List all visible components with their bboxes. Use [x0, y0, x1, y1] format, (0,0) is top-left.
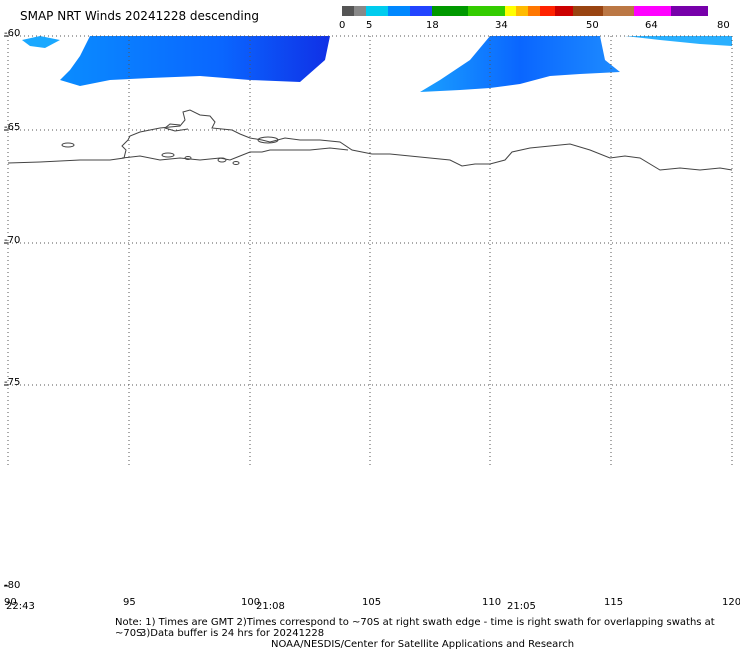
- colorbar-segment: [342, 6, 354, 16]
- lon-label-115: 115: [604, 597, 624, 608]
- lat-label-80: -80: [4, 580, 21, 591]
- lat-label-70: -70: [4, 235, 21, 246]
- colorbar-label: 5: [366, 20, 373, 31]
- lon-label-105: 105: [362, 597, 382, 608]
- colorbar-segment: [388, 6, 410, 16]
- colorbar-segment: [516, 6, 528, 16]
- colorbar-label: 50: [586, 20, 599, 31]
- wind-swath-west: [60, 36, 330, 86]
- wind-speed-colorbar: [342, 6, 730, 16]
- lon-label-110: 110: [482, 597, 502, 608]
- colorbar-segment: [468, 6, 505, 16]
- swath-time-2: 21:05: [507, 601, 536, 612]
- colorbar-segment: [354, 6, 366, 16]
- lat-label-65: -65: [4, 122, 21, 133]
- antarctic-coastline: [7, 109, 733, 171]
- colorbar-segment: [528, 6, 540, 16]
- colorbar-label: 80: [717, 20, 730, 31]
- graticule: [7, 35, 733, 465]
- lon-label-95: 95: [123, 597, 136, 608]
- lat-label-75: -75: [4, 377, 21, 388]
- colorbar-segment: [540, 6, 555, 16]
- colorbar-segment: [555, 6, 573, 16]
- wind-swath-west-small: [22, 36, 60, 48]
- colorbar-segment: [505, 6, 516, 16]
- colorbar-segment: [603, 6, 634, 16]
- colorbar-segment: [366, 6, 388, 16]
- note-line-1: Note: 1) Times are GMT 2)Times correspon…: [115, 617, 715, 639]
- colorbar-segment: [410, 6, 432, 16]
- colorbar-label: 64: [645, 20, 658, 31]
- colorbar-segment: [432, 6, 468, 16]
- note-line-3: NOAA/NESDIS/Center for Satellite Applica…: [271, 639, 575, 650]
- lon-label-120: 120: [722, 597, 740, 608]
- wind-swath-east-edge: [625, 36, 732, 46]
- colorbar-segment: [634, 6, 671, 16]
- wind-swath-east: [420, 36, 620, 92]
- colorbar-label: 34: [495, 20, 508, 31]
- colorbar-label: 18: [426, 20, 439, 31]
- note-line-2: 3)Data buffer is 24 hrs for 20241228: [140, 628, 325, 639]
- colorbar-label: 0: [339, 20, 346, 31]
- colorbar-segment: [671, 6, 708, 16]
- lat-label-60: -60: [4, 28, 21, 39]
- swath-time-1: 21:08: [256, 601, 285, 612]
- swath-time-0: 22:43: [6, 601, 35, 612]
- axis-ticks: [4, 35, 8, 587]
- map-title: SMAP NRT Winds 20241228 descending: [20, 9, 259, 23]
- lon-label-90: 90: [4, 597, 17, 608]
- lon-label-100: 100: [241, 597, 261, 608]
- colorbar-segment: [573, 6, 603, 16]
